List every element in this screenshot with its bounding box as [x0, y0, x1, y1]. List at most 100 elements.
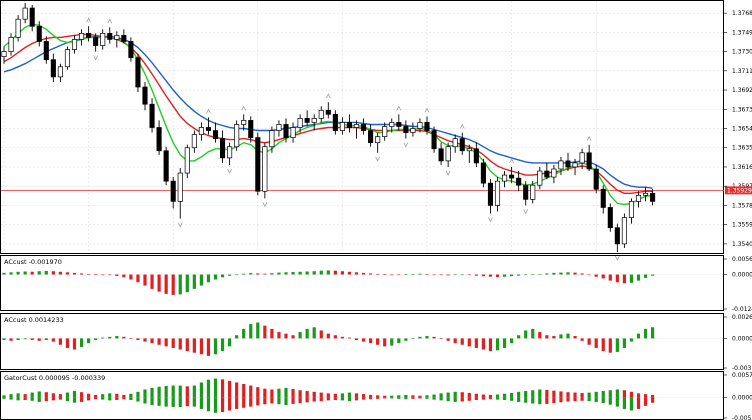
histogram-bar [432, 274, 436, 276]
bear-candle [368, 130, 374, 144]
histogram-bar [122, 394, 126, 398]
histogram-bar [115, 274, 119, 276]
histogram-bar [566, 397, 570, 402]
histogram-bar [517, 274, 521, 276]
histogram-bar [94, 394, 98, 398]
histogram-bar [185, 397, 189, 407]
histogram-bar [270, 328, 274, 339]
histogram-bar [594, 397, 598, 402]
indicator-panel-1[interactable] [0, 255, 724, 311]
histogram-bar [79, 338, 84, 348]
histogram-bar [643, 328, 648, 339]
histogram-bar [136, 338, 140, 341]
histogram-bar [58, 394, 62, 398]
histogram-bar [256, 273, 260, 275]
histogram-bar [354, 397, 359, 401]
bull-candle [389, 122, 395, 127]
histogram-bar [580, 273, 584, 275]
histogram-bar [228, 274, 232, 276]
bull-candle [502, 174, 508, 182]
histogram-bar [37, 338, 41, 341]
y-tick-label: 1.35590 [732, 222, 752, 229]
y-tick-label: 0.000000 [732, 394, 752, 401]
histogram-bar [425, 336, 429, 339]
histogram-bar [510, 392, 514, 398]
histogram-bar [101, 397, 105, 400]
histogram-bar [65, 392, 70, 398]
histogram-bar [277, 272, 281, 275]
bull-candle [452, 138, 458, 148]
fractal-down-marker [375, 156, 381, 162]
histogram-bar [502, 274, 507, 277]
bear-candle [346, 122, 353, 128]
bull-candle [642, 192, 649, 196]
histogram-bar [157, 386, 161, 398]
histogram-bar [319, 270, 323, 275]
histogram-bar [333, 397, 337, 400]
bull-candle [297, 118, 303, 128]
histogram-bar [326, 333, 330, 339]
histogram-bar [418, 336, 422, 339]
histogram-bar [333, 270, 337, 275]
bull-candle [537, 170, 543, 186]
bull-candle [22, 7, 28, 20]
histogram-bar [305, 397, 309, 403]
bear-candle [480, 162, 486, 184]
histogram-bar [30, 397, 34, 401]
bear-candle [607, 207, 613, 229]
histogram-bar [23, 271, 27, 275]
histogram-bar [185, 386, 189, 398]
histogram-bar [488, 274, 493, 277]
bear-candle [283, 124, 289, 138]
histogram-bar [594, 391, 598, 398]
histogram-bar [242, 273, 246, 275]
histogram-bar [171, 385, 175, 398]
histogram-bar [615, 389, 619, 398]
histogram-bar [30, 271, 34, 275]
histogram-bar [340, 336, 344, 339]
bull-candle [551, 168, 557, 178]
histogram-bar [524, 391, 528, 398]
bull-candle [628, 201, 635, 218]
bear-candle [163, 150, 169, 182]
bull-candle [375, 136, 381, 144]
histogram-bar [51, 338, 55, 342]
histogram-bar [538, 389, 542, 398]
histogram-bar [601, 338, 605, 352]
histogram-bar [79, 397, 84, 402]
histogram-bar [115, 336, 119, 339]
histogram-bar [432, 394, 436, 398]
histogram-bar [242, 384, 246, 398]
bull-candle [78, 33, 85, 40]
histogram-bar [206, 397, 211, 412]
histogram-bar [545, 397, 549, 404]
histogram-bar [213, 378, 218, 398]
histogram-bar [340, 397, 344, 401]
bear-candle [170, 180, 176, 202]
histogram-bar [552, 390, 556, 398]
histogram-bar [453, 391, 457, 398]
histogram-bar [347, 397, 352, 402]
histogram-bar [157, 397, 161, 406]
histogram-bar [474, 397, 478, 400]
bull-candle [353, 124, 360, 128]
histogram-bar [326, 270, 330, 275]
histogram-bar [2, 338, 6, 341]
histogram-bar [58, 271, 62, 275]
histogram-bar [361, 394, 366, 398]
histogram-bar [545, 335, 549, 339]
histogram-bar [608, 397, 612, 405]
fractal-up-marker [424, 107, 430, 113]
bull-candle [276, 124, 282, 131]
histogram-bar [531, 274, 535, 276]
histogram-bar [404, 394, 408, 398]
histogram-bar [44, 270, 48, 275]
bear-candle [614, 227, 620, 245]
histogram-bar [369, 394, 373, 398]
bear-candle [403, 126, 409, 133]
histogram-bar [185, 338, 189, 352]
histogram-bar [629, 397, 634, 411]
histogram-bar [376, 273, 380, 275]
histogram-bar [432, 397, 436, 400]
